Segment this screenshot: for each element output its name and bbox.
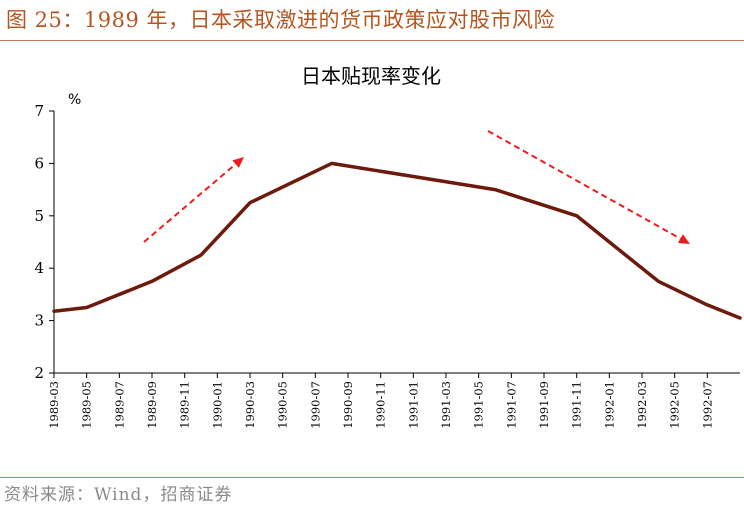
source-note: 资料来源：Wind，招商证券	[4, 485, 233, 505]
x-tick-label: 1991-11	[570, 381, 584, 429]
x-tick-label: 1991-09	[537, 381, 551, 429]
header-rule	[0, 40, 744, 41]
x-tick-label: 1992-07	[700, 381, 714, 429]
x-tick-label: 1989-09	[145, 381, 159, 429]
y-tick-label: 2	[34, 364, 44, 382]
figure-title: 图 25：1989 年，日本采取激进的货币政策应对股市风险	[6, 8, 556, 32]
x-tick-label: 1990-11	[374, 381, 388, 429]
y-tick-label: 6	[34, 154, 44, 172]
y-tick-label: 7	[34, 102, 44, 120]
x-tick-label: 1991-05	[472, 381, 486, 429]
y-axis-unit: %	[68, 92, 81, 108]
chart-title: 日本贴现率变化	[301, 64, 441, 88]
x-tick-label: 1991-01	[406, 381, 420, 429]
y-tick-label: 5	[34, 207, 44, 225]
y-tick-label: 3	[34, 312, 44, 330]
trend-arrow-down	[487, 130, 690, 244]
arrow-shaft	[143, 163, 237, 243]
y-tick-label: 4	[34, 259, 44, 277]
x-tick-label: 1992-03	[635, 381, 649, 429]
annotations-layer	[143, 130, 690, 244]
x-tick-label: 1989-11	[178, 381, 192, 429]
y-tick-labels: 2 3 4 5 6 7	[34, 102, 44, 382]
x-tick-label: 1992-01	[602, 381, 616, 429]
series-layer	[52, 161, 742, 320]
x-tick-label: 1990-07	[308, 381, 322, 429]
x-tick-label: 1989-07	[112, 381, 126, 429]
x-tick-label: 1991-07	[504, 381, 518, 429]
x-tick-label: 1991-03	[439, 381, 453, 429]
series-line	[52, 161, 742, 320]
arrow-head	[232, 157, 244, 168]
arrow-shaft	[487, 130, 681, 240]
x-tick-label: 1990-05	[276, 381, 290, 429]
x-tick-label: 1990-09	[341, 381, 355, 429]
x-tick-label: 1990-03	[243, 381, 257, 429]
footer-rule	[0, 477, 744, 478]
x-tick-label: 1989-05	[80, 381, 94, 429]
arrow-head	[677, 234, 690, 244]
x-tick-label: 1990-01	[210, 381, 224, 429]
x-tick-labels: 1989-03 1989-05 1989-07 1989-09 1989-11 1990-…	[47, 381, 714, 429]
axes	[49, 110, 740, 378]
x-tick-label: 1992-05	[668, 381, 682, 429]
x-tick-label: 1989-03	[47, 381, 61, 429]
trend-arrow-up	[143, 157, 244, 243]
